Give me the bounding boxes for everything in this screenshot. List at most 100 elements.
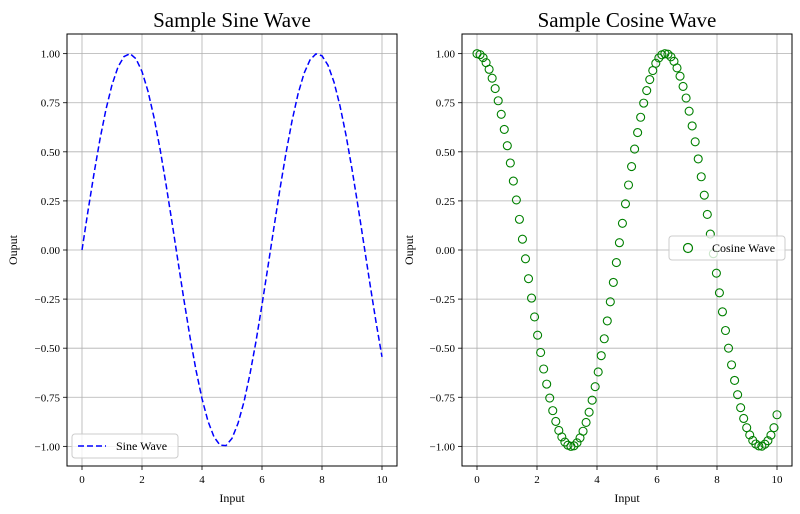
cosine-data-point bbox=[687, 121, 697, 131]
cosine-data-point bbox=[745, 430, 755, 440]
cosine-legend: Cosine Wave bbox=[668, 235, 786, 261]
sine-subplot: Sample Sine Wave 0 2 4 6 8 10 −1.00 −0.75 −0.50 −… bbox=[6, 8, 398, 505]
cosine-legend-swatch bbox=[682, 242, 694, 254]
cosine-data-point bbox=[475, 50, 485, 60]
cosine-chart-title: Sample Cosine Wave bbox=[538, 8, 717, 32]
cosine-y-tick-label: −0.50 bbox=[430, 343, 456, 355]
cosine-data-point bbox=[630, 144, 640, 154]
sine-y-tick-label: 1.00 bbox=[41, 49, 61, 61]
cosine-data-point bbox=[499, 124, 509, 134]
cosine-data-point bbox=[605, 297, 615, 307]
cosine-data-point bbox=[754, 441, 764, 451]
cosine-data-point bbox=[627, 162, 637, 172]
cosine-data-point bbox=[672, 63, 682, 73]
cosine-data-point bbox=[484, 64, 494, 74]
sine-x-tick-label: 4 bbox=[199, 474, 205, 486]
cosine-data-point bbox=[514, 214, 524, 224]
sine-grid bbox=[67, 34, 397, 466]
cosine-data-point bbox=[490, 84, 500, 94]
cosine-y-tick-label: 0.50 bbox=[436, 147, 456, 159]
sine-legend-box bbox=[71, 433, 179, 459]
cosine-data-point bbox=[614, 238, 624, 248]
cosine-data-point bbox=[739, 413, 749, 424]
sine-y-tick-label: −0.50 bbox=[35, 343, 61, 355]
cosine-data-point bbox=[533, 330, 543, 340]
sine-y-tick-label: 0.25 bbox=[41, 196, 61, 208]
cosine-data-point bbox=[587, 395, 597, 405]
cosine-data-point bbox=[772, 410, 782, 420]
cosine-y-tick-label: −0.25 bbox=[430, 294, 456, 306]
cosine-data-point bbox=[642, 86, 652, 96]
cosine-data-point bbox=[526, 293, 537, 303]
cosine-data-point bbox=[714, 288, 724, 298]
cosine-data-point bbox=[520, 254, 531, 264]
sine-ticks: 0 2 4 6 8 10 −1.00 −0.75 −0.50 −0.25 0.00 0.25 0.50 0… bbox=[35, 49, 388, 486]
sine-chart-title: Sample Sine Wave bbox=[153, 8, 311, 32]
sine-x-tick-label: 10 bbox=[377, 474, 389, 486]
cosine-data-point bbox=[711, 268, 721, 278]
cosine-data-point bbox=[478, 53, 488, 63]
cosine-data-point bbox=[633, 128, 643, 138]
cosine-data-point bbox=[545, 393, 555, 403]
cosine-data-point bbox=[536, 347, 546, 358]
cosine-data-point bbox=[523, 274, 534, 284]
cosine-data-point bbox=[611, 258, 621, 268]
sine-x-tick-label: 0 bbox=[79, 474, 85, 486]
cosine-plot-frame bbox=[461, 33, 793, 467]
cosine-data-point bbox=[548, 406, 558, 416]
cosine-data-point bbox=[581, 417, 591, 427]
sine-series bbox=[81, 52, 383, 447]
cosine-data-point bbox=[736, 403, 746, 413]
cosine-x-tick-label: 2 bbox=[534, 474, 540, 486]
cosine-legend-label: Cosine Wave bbox=[712, 241, 775, 255]
cosine-data-point bbox=[496, 109, 506, 119]
cosine-x-tick-label: 0 bbox=[474, 474, 480, 486]
sine-x-axis-label: Input bbox=[219, 491, 245, 505]
cosine-data-point bbox=[639, 98, 649, 108]
cosine-y-tick-label: −1.00 bbox=[430, 441, 456, 453]
cosine-data-point bbox=[502, 141, 512, 151]
sine-x-tick-label: 8 bbox=[319, 474, 325, 486]
cosine-data-point bbox=[620, 199, 631, 209]
sine-x-tick-label: 6 bbox=[259, 474, 265, 486]
sine-plot-frame bbox=[66, 33, 398, 467]
cosine-data-point bbox=[593, 367, 603, 377]
cosine-data-point bbox=[636, 112, 646, 122]
cosine-data-point bbox=[651, 58, 661, 68]
cosine-data-point bbox=[569, 441, 579, 451]
cosine-data-point bbox=[684, 106, 694, 116]
cosine-data-point bbox=[608, 277, 618, 287]
cosine-data-point bbox=[693, 154, 703, 164]
cosine-data-point bbox=[517, 234, 528, 244]
cosine-data-point bbox=[505, 158, 515, 168]
cosine-x-tick-label: 6 bbox=[654, 474, 660, 486]
cosine-data-point bbox=[623, 180, 634, 190]
cosine-data-point bbox=[530, 312, 540, 322]
cosine-y-tick-label: 0.25 bbox=[436, 196, 456, 208]
sine-y-tick-label: 0.75 bbox=[41, 98, 61, 110]
cosine-data-point bbox=[602, 316, 612, 326]
cosine-data-point bbox=[654, 53, 664, 63]
cosine-data-point bbox=[681, 93, 691, 103]
cosine-data-point bbox=[487, 73, 497, 83]
cosine-data-point bbox=[493, 96, 503, 106]
cosine-data-point bbox=[717, 307, 728, 317]
cosine-data-point bbox=[578, 426, 588, 436]
cosine-x-tick-label: 8 bbox=[714, 474, 720, 486]
cosine-data-point bbox=[733, 390, 743, 400]
cosine-y-tick-label: −0.75 bbox=[430, 392, 456, 404]
sine-y-tick-label: −1.00 bbox=[35, 441, 61, 453]
cosine-data-point bbox=[699, 190, 709, 200]
cosine-data-point bbox=[663, 49, 673, 59]
cosine-data-point bbox=[690, 137, 700, 147]
sine-y-tick-label: −0.75 bbox=[35, 392, 61, 404]
sine-series-line bbox=[81, 52, 383, 447]
cosine-data-point bbox=[720, 325, 731, 336]
sine-y-tick-label: −0.25 bbox=[35, 294, 61, 306]
cosine-data-point bbox=[726, 360, 737, 370]
cosine-y-tick-label: 1.00 bbox=[436, 49, 456, 61]
cosine-data-point bbox=[551, 416, 561, 426]
cosine-data-point bbox=[678, 81, 688, 91]
cosine-ticks: 0 2 4 6 8 10 −1.00 −0.75 −0.50 −0.25 0.00 0.25 0.50 0… bbox=[430, 49, 783, 486]
cosine-data-point bbox=[702, 209, 712, 220]
